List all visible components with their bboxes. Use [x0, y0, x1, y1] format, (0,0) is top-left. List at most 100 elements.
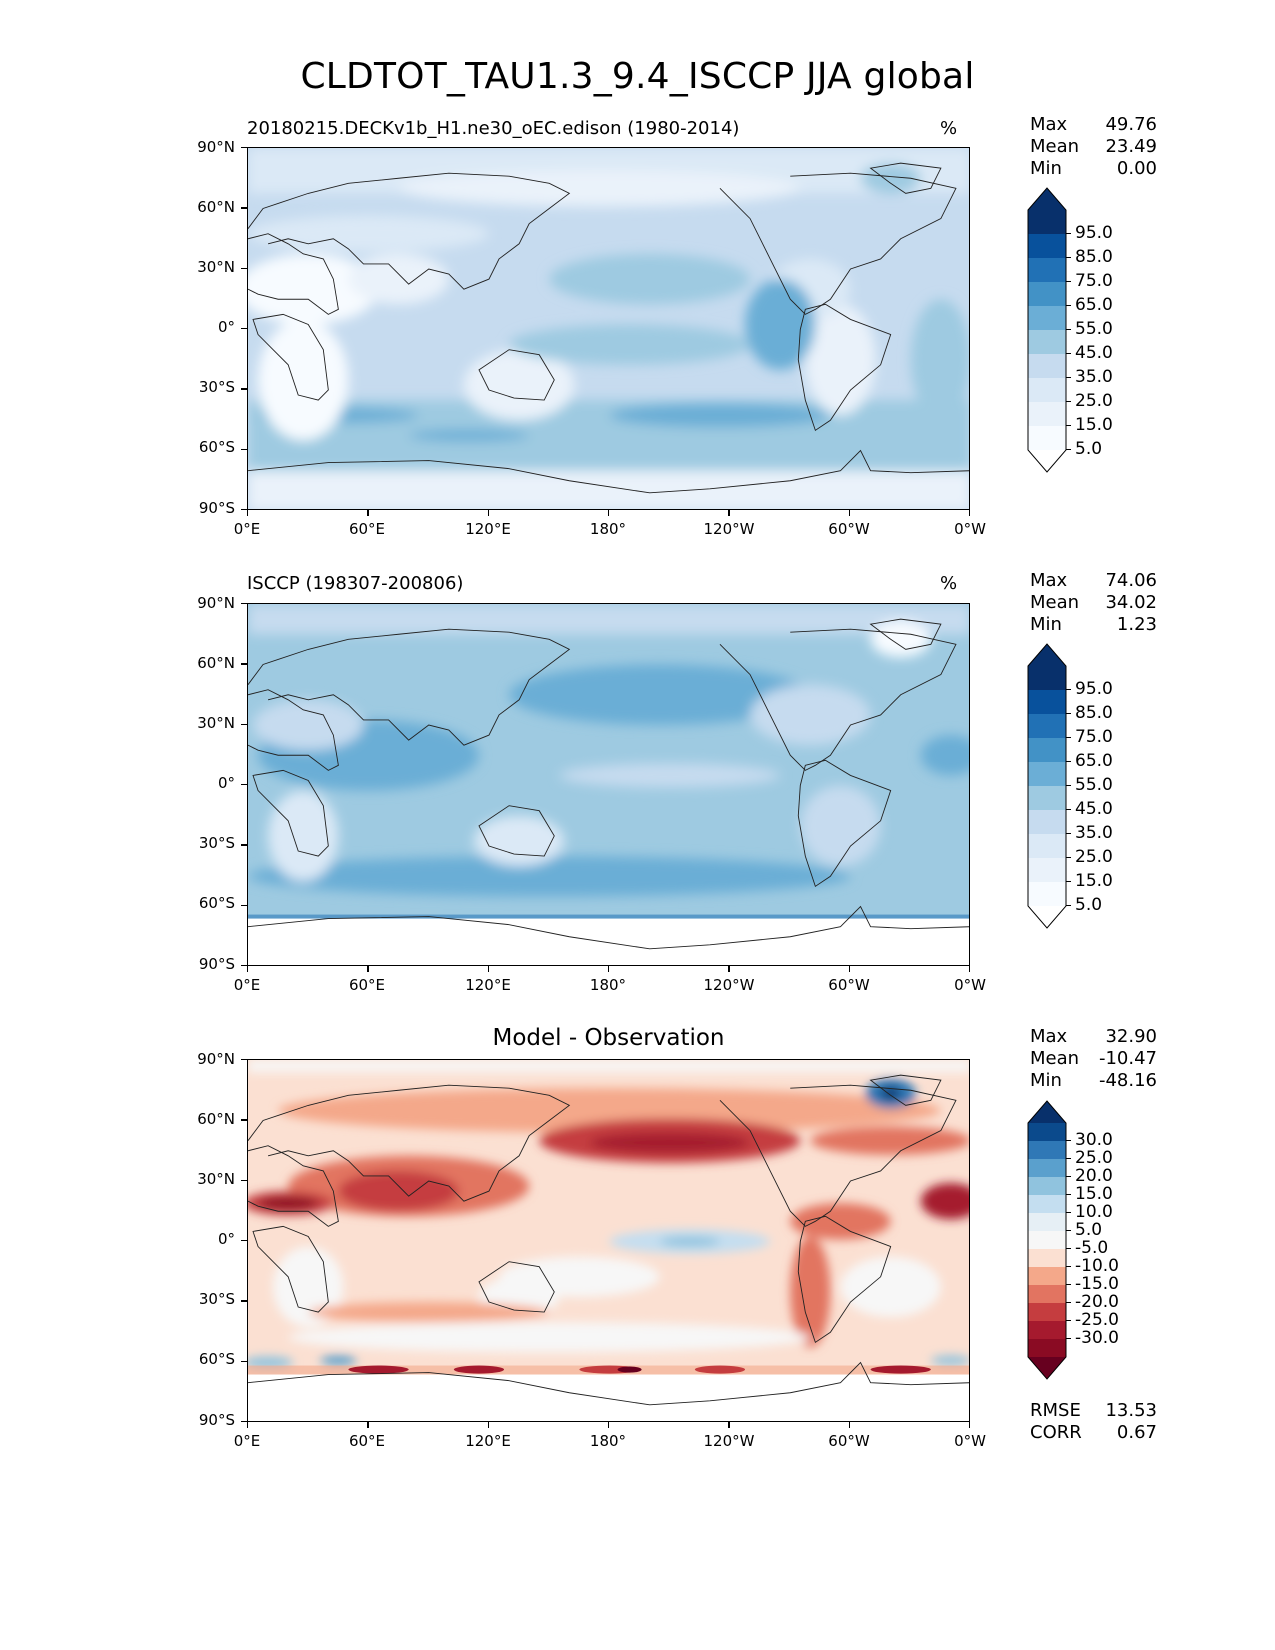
- colorbar-tick: [1066, 881, 1071, 882]
- colorbar-tick-label: 95.0: [1075, 679, 1113, 699]
- colorbar-extend-bottom: [1028, 1357, 1066, 1379]
- colorbar-svg: [1027, 187, 1067, 473]
- stat-value: 13.53: [1105, 1400, 1157, 1421]
- lon-tick: 0°W: [954, 976, 986, 994]
- lat-tick-mark: [241, 965, 247, 967]
- colorbar-tick: [1066, 689, 1071, 690]
- colorbar-tick: [1066, 1338, 1071, 1339]
- lat-tick-mark: [241, 388, 247, 390]
- colorbar-segment: [1028, 306, 1066, 330]
- lat-tick: 0°: [217, 318, 235, 336]
- stat-label: Min: [1030, 158, 1062, 179]
- lat-tick: 90°N: [197, 138, 235, 156]
- colorbar-tick: [1066, 401, 1071, 402]
- colorbar-segment: [1028, 1177, 1066, 1195]
- lat-tick-mark: [241, 207, 247, 209]
- colorbar-tick-label: 15.0: [1075, 1184, 1113, 1204]
- lat-tick: 30°N: [197, 1170, 235, 1188]
- coastlines-2: [248, 618, 969, 950]
- colorbar-outline: [1027, 1100, 1067, 1380]
- colorbar-segment: [1028, 1249, 1066, 1267]
- colorbar-tick: [1066, 905, 1071, 906]
- lon-tick: 0°W: [954, 520, 986, 538]
- colorbar-tick: [1066, 353, 1071, 354]
- lon-tick: 180°: [589, 1432, 627, 1450]
- lon-tick: 120°W: [703, 976, 755, 994]
- colorbar-tick-label: 85.0: [1075, 247, 1113, 267]
- colorbar-tick: [1066, 449, 1071, 450]
- colorbar-segment: [1028, 210, 1066, 234]
- lat-tick-mark: [241, 1240, 247, 1242]
- stat-label: Mean: [1030, 1048, 1080, 1069]
- colorbar-segment: [1028, 786, 1066, 810]
- colorbar-svg: [1027, 643, 1067, 929]
- stat-label: Max: [1030, 570, 1068, 591]
- colorbar-segment: [1028, 882, 1066, 906]
- colorbar-tick: [1066, 857, 1071, 858]
- lon-tick-mark: [247, 510, 249, 516]
- lon-tick-mark: [969, 1422, 971, 1428]
- colorbar-tick: [1066, 833, 1071, 834]
- colorbar-segment: [1028, 714, 1066, 738]
- coastlines-3: [248, 1074, 969, 1406]
- lon-tick-mark: [608, 510, 610, 516]
- colorbar-tick: [1066, 1248, 1071, 1249]
- colorbar-tick-label: 65.0: [1075, 751, 1113, 771]
- lat-tick-mark: [241, 509, 247, 511]
- lon-tick: 60°W: [828, 520, 870, 538]
- lon-tick-mark: [848, 510, 850, 516]
- lon-tick-mark: [848, 966, 850, 972]
- colorbar-tick-label: -5.0: [1075, 1238, 1109, 1258]
- panel-1-title: 20180215.DECKv1b_H1.ne30_oEC.edison (198…: [247, 118, 740, 139]
- lon-tick-mark: [728, 1422, 730, 1428]
- colorbar-segment: [1028, 1213, 1066, 1231]
- colorbar-tick-label: -10.0: [1075, 1256, 1119, 1276]
- colorbar-tick: [1066, 305, 1071, 306]
- colorbar-segment: [1028, 234, 1066, 258]
- panel-3-colorbar: 30.0 25.0 20.0 15.0 10.0 5.0 -5.0 -10.0 -15.0 -20…: [1027, 1100, 1119, 1384]
- colorbar-tick-label: 95.0: [1075, 223, 1113, 243]
- lat-tick-mark: [241, 1421, 247, 1423]
- lon-tick: 120°W: [703, 1432, 755, 1450]
- panel-1-colorbar: 95.0 85.0 75.0 65.0 55.0 45.0 35.0 25.0 15.0 5.0: [1027, 187, 1113, 477]
- coastlines-1: [248, 162, 969, 494]
- lat-tick: 30°N: [197, 714, 235, 732]
- lat-tick: 30°S: [198, 378, 235, 396]
- lat-tick-mark: [241, 663, 247, 665]
- colorbar-tick-label: 25.0: [1075, 847, 1113, 867]
- lat-tick: 30°S: [198, 834, 235, 852]
- lon-tick: 120°E: [465, 520, 511, 538]
- stat-value: -48.16: [1098, 1070, 1157, 1091]
- colorbar-tick: [1066, 257, 1071, 258]
- lon-tick: 60°E: [348, 976, 386, 994]
- stat-label: Mean: [1030, 136, 1080, 157]
- colorbar-segment: [1028, 738, 1066, 762]
- lat-tick-mark: [241, 147, 247, 149]
- colorbar-tick-label: 75.0: [1075, 727, 1113, 747]
- lat-tick-mark: [241, 784, 247, 786]
- colorbar-tick: [1066, 233, 1071, 234]
- colorbar-tick: [1066, 1176, 1071, 1177]
- colorbar-segment: [1028, 282, 1066, 306]
- panel-1-stats: Max 49.76 Mean 23.49 Min 0.00: [1030, 114, 1157, 180]
- lon-tick-mark: [487, 1422, 489, 1428]
- panel-1-units: %: [940, 118, 958, 139]
- colorbar-extend-bottom: [1028, 906, 1066, 928]
- colorbar-segment: [1028, 1123, 1066, 1141]
- colorbar-tick: [1066, 1194, 1071, 1195]
- lon-tick: 120°E: [465, 976, 511, 994]
- lat-tick-mark: [241, 1360, 247, 1362]
- lon-tick-mark: [487, 966, 489, 972]
- colorbar-segment: [1028, 690, 1066, 714]
- colorbar-tick-label: -20.0: [1075, 1292, 1119, 1312]
- lat-tick-mark: [241, 603, 247, 605]
- lon-tick: 120°W: [703, 520, 755, 538]
- lat-tick: 30°N: [197, 258, 235, 276]
- colorbar-segment: [1028, 1141, 1066, 1159]
- lon-tick-mark: [608, 966, 610, 972]
- colorbar-segment: [1028, 666, 1066, 690]
- panel-3-title: Model - Observation: [492, 1025, 725, 1051]
- colorbar-tick-label: 10.0: [1075, 1202, 1113, 1222]
- colorbar-segment: [1028, 1339, 1066, 1357]
- colorbar-outline: [1027, 643, 1067, 929]
